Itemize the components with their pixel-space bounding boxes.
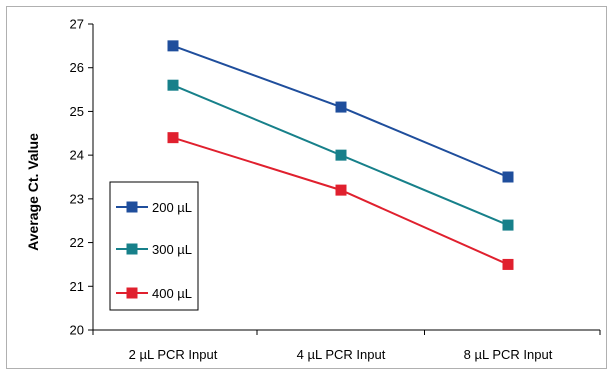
data-point <box>335 101 347 113</box>
data-point <box>502 219 514 231</box>
data-point <box>335 184 347 196</box>
data-point <box>167 40 179 52</box>
y-axis-ticks: 20 21 22 23 24 25 26 27 <box>70 17 93 338</box>
data-point <box>167 79 179 91</box>
legend-label: 200 µL <box>152 200 192 215</box>
data-point <box>502 171 514 183</box>
y-tick-label: 21 <box>70 279 84 294</box>
y-tick-label: 22 <box>70 235 84 250</box>
series-2 <box>167 79 514 231</box>
x-tick-label: 2 µL PCR Input <box>129 347 218 362</box>
y-tick-label: 24 <box>70 148 84 163</box>
x-axis-ticks: 2 µL PCR Input 4 µL PCR Input 8 µL PCR Inp… <box>92 330 601 362</box>
y-tick-label: 27 <box>70 17 84 32</box>
y-tick-label: 20 <box>70 323 84 338</box>
y-tick-label: 26 <box>70 60 84 75</box>
x-tick-label: 8 µL PCR Input <box>464 347 553 362</box>
series-layer <box>167 40 514 270</box>
x-tick-label: 4 µL PCR Input <box>297 347 386 362</box>
chart-frame <box>6 6 607 369</box>
y-axis-title: Average Ct. Value <box>25 133 41 251</box>
legend-marker <box>126 201 138 213</box>
legend-marker <box>126 243 138 255</box>
legend-box <box>109 181 199 311</box>
legend-label: 400 µL <box>152 286 192 301</box>
data-point <box>502 258 514 270</box>
series-3 <box>167 132 514 270</box>
series-1 <box>167 40 514 183</box>
legend-label: 300 µL <box>152 242 192 257</box>
y-tick-label: 25 <box>70 104 84 119</box>
data-point <box>335 149 347 161</box>
y-tick-label: 23 <box>70 191 84 206</box>
legend-marker <box>126 287 138 299</box>
legend: 200 µL 300 µL 400 µL <box>109 181 199 311</box>
data-point <box>167 132 179 144</box>
